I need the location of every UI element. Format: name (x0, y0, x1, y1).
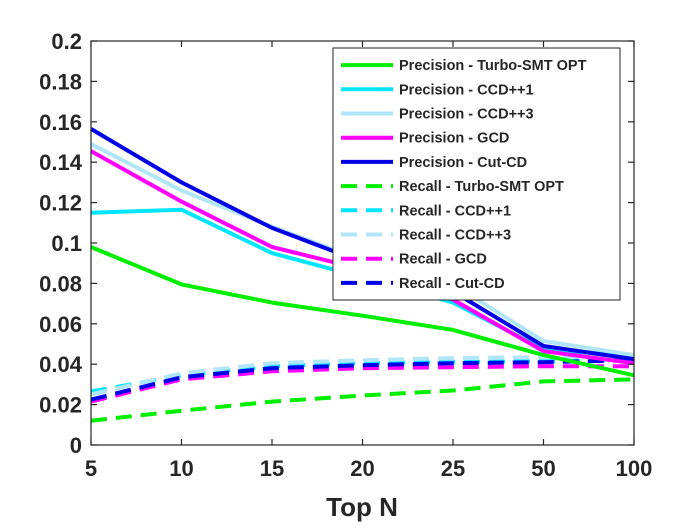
legend-label: Recall - Cut-CD (399, 276, 505, 292)
y-tick-label: 0.12 (39, 191, 82, 216)
y-tick-label: 0 (70, 433, 82, 458)
y-tick-label: 0.14 (39, 150, 83, 175)
series-line-1 (90, 245, 635, 378)
axes-layer: 0 0.02 0.04 0.06 0.08 0.1 0.12 0.14 0.16 0.18 0.2 5… (39, 29, 652, 481)
y-tick-label: 0.06 (39, 312, 82, 337)
x-tick-label: 5 (85, 456, 97, 481)
y-tick-label: 0.08 (39, 271, 82, 296)
series-line-6 (90, 377, 635, 423)
legend-label: Precision - GCD (399, 131, 509, 147)
legend: Precision - Turbo-SMT OPT Precision - CCD… (332, 47, 621, 301)
x-axis-label: Top N (326, 492, 398, 522)
y-tick-label: 0.1 (51, 231, 82, 256)
legend-label: Precision - Cut-CD (399, 155, 527, 171)
x-tick-label: 20 (350, 456, 374, 481)
legend-label: Recall - Turbo-SMT OPT (399, 179, 564, 195)
legend-label: Recall - CCD++1 (399, 203, 511, 219)
y-tick-label: 0.04 (39, 352, 83, 377)
legend-label: Recall - CCD++3 (399, 228, 511, 244)
x-tick-label: 50 (531, 456, 555, 481)
x-tick-label: 25 (441, 456, 465, 481)
series-line-9 (90, 364, 634, 404)
x-tick-label: 15 (260, 456, 284, 481)
y-tick-label: 0.16 (39, 110, 82, 135)
x-tick-label: 10 (169, 456, 193, 481)
series-line-10 (90, 358, 635, 402)
legend-label: Precision - CCD++3 (399, 107, 534, 123)
y-tick-label: 0.2 (51, 29, 82, 54)
y-tick-label: 0.18 (39, 69, 82, 94)
legend-label: Recall - GCD (399, 252, 487, 268)
y-tick-label: 0.02 (39, 393, 82, 418)
legend-label: Precision - Turbo-SMT OPT (399, 58, 587, 74)
legend-label: Precision - CCD++1 (399, 82, 534, 98)
x-tick-label: 100 (616, 456, 653, 481)
